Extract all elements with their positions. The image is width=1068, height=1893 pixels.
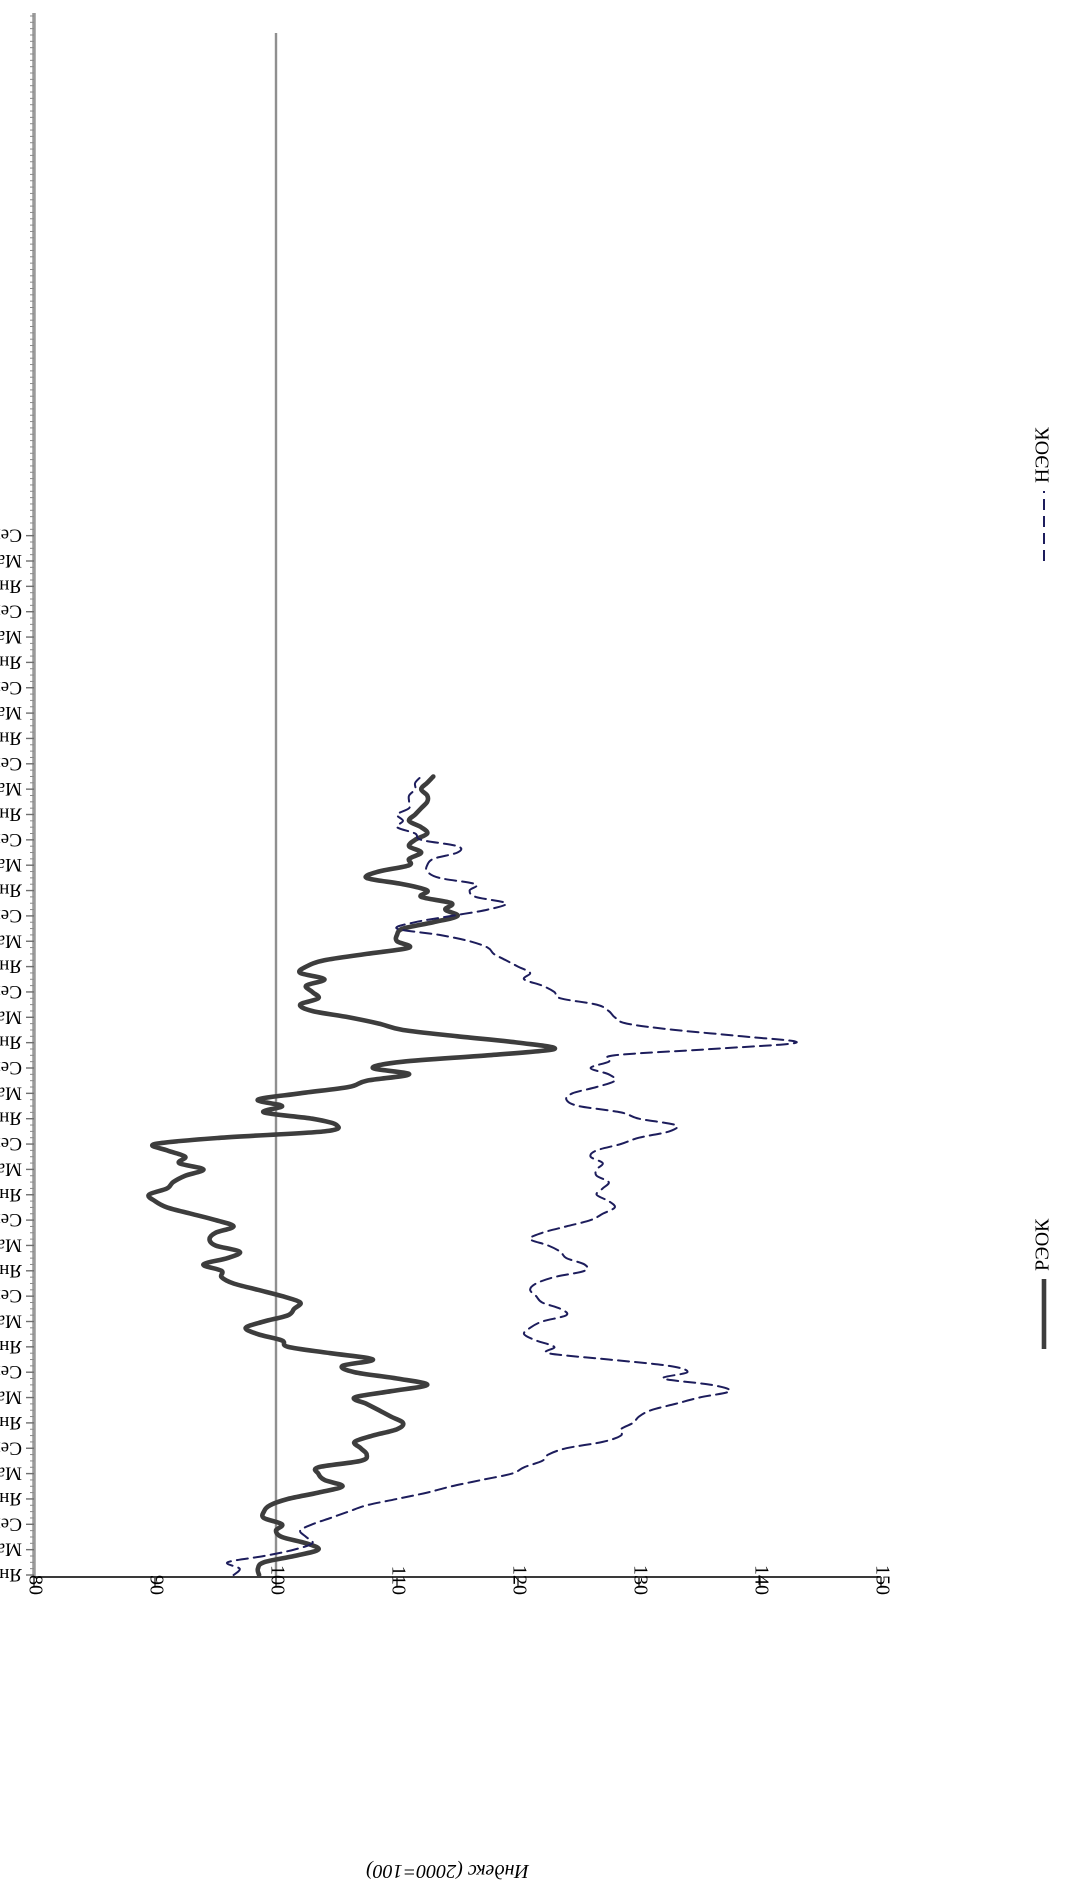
x-tick-label: Май bbox=[0, 1311, 22, 1332]
x-tick-label: Январь'12 bbox=[0, 651, 22, 672]
x-tick-label: Январь'02 bbox=[0, 1412, 22, 1433]
y-tick-label: 140 bbox=[750, 1565, 772, 1595]
x-tick-label: Май bbox=[0, 778, 22, 799]
x-tick-label: Май bbox=[0, 550, 22, 571]
x-tick-label: Май bbox=[0, 1539, 22, 1560]
x-tick-label: Январь'10 bbox=[0, 804, 22, 825]
x-tick-label: Январь'06 bbox=[0, 1108, 22, 1129]
x-tick-label: Январь'07 bbox=[0, 1032, 22, 1053]
x-tick-label: Сентябрь bbox=[0, 677, 22, 698]
plot-frame-top bbox=[0, 0, 908, 1891]
x-tick-label: Сентябрь bbox=[0, 601, 22, 622]
series-line-2 bbox=[225, 775, 798, 1576]
x-tick-label: Сентябрь bbox=[0, 829, 22, 850]
y-tick-label: 120 bbox=[508, 1565, 530, 1595]
y-tick-label: 90 bbox=[145, 1575, 167, 1595]
legend: РЭОК НЭОК bbox=[1032, 427, 1054, 1349]
y-tick-label: 150 bbox=[871, 1565, 893, 1595]
y-tick-label: 130 bbox=[629, 1565, 651, 1595]
x-tick-label: Сентябрь bbox=[0, 1133, 22, 1154]
x-tick-label: Январь'04 bbox=[0, 1260, 22, 1281]
x-tick-label: Январь'08 bbox=[0, 956, 22, 977]
x-tick-label: Сентябрь bbox=[0, 1513, 22, 1534]
y-axis-label: Индекс (2000=100) bbox=[366, 1860, 530, 1882]
series-line-1 bbox=[146, 774, 558, 1578]
x-tick-label: Сентябрь bbox=[0, 753, 22, 774]
x-tick-label: Сентябрь bbox=[0, 1285, 22, 1306]
x-tick-label: Май bbox=[0, 1387, 22, 1408]
x-tick-label: Январь'05 bbox=[0, 1184, 22, 1205]
y-tick-label: 80 bbox=[24, 1575, 46, 1595]
x-axis: Январь'00 Май Сентябрь Январь'01 Май Сентябрь… bbox=[0, 13, 36, 1585]
x-tick-label: Май bbox=[0, 702, 22, 723]
legend-label: РЭОК bbox=[1032, 1218, 1054, 1271]
x-tick-label: Май bbox=[0, 1158, 22, 1179]
x-tick-label: Сентябрь bbox=[0, 525, 22, 546]
x-tick-label: Январь'03 bbox=[0, 1336, 22, 1357]
x-tick-label: Сентябрь bbox=[0, 1209, 22, 1230]
x-tick-label: Сентябрь bbox=[0, 1361, 22, 1382]
x-tick-label: Январь'09 bbox=[0, 880, 22, 901]
x-tick-label: Сентябрь bbox=[0, 1437, 22, 1458]
x-tick-label: Май bbox=[0, 1082, 22, 1103]
y-tick-label: 100 bbox=[266, 1565, 288, 1595]
x-tick-label: Январь'11 bbox=[0, 727, 22, 748]
x-tick-label: Сентябрь bbox=[0, 981, 22, 1002]
y-axis: 80 90 100 110 120 130 140 150 bbox=[24, 1565, 893, 1595]
x-tick-label: Май bbox=[0, 1234, 22, 1255]
x-tick-label: Январь'13 bbox=[0, 575, 22, 596]
x-tick-label: Май bbox=[0, 626, 22, 647]
x-tick-label: Январь'01 bbox=[0, 1488, 22, 1509]
x-tick-label: Сентябрь bbox=[0, 1057, 22, 1078]
series-group bbox=[146, 774, 798, 1578]
x-tick-label: Сентябрь bbox=[0, 905, 22, 926]
x-tick-label: Май bbox=[0, 1463, 22, 1484]
x-tick-label: Май bbox=[0, 854, 22, 875]
x-tick-label: Май bbox=[0, 930, 22, 951]
legend-label: НЭОК bbox=[1032, 427, 1054, 483]
x-tick-label: Май bbox=[0, 1006, 22, 1027]
x-tick-label: Январь'00 bbox=[0, 1564, 22, 1585]
y-tick-label: 110 bbox=[387, 1566, 409, 1595]
